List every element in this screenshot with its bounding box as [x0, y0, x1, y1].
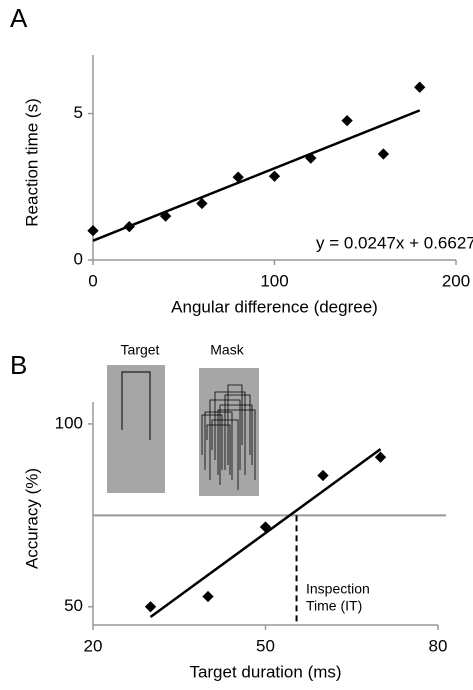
point: [414, 81, 426, 93]
y-tick-label: 0: [74, 249, 83, 268]
panel-label: A: [10, 3, 28, 33]
inset-mask: [199, 368, 259, 496]
point: [317, 469, 329, 482]
x-tick-label: 20: [84, 636, 103, 655]
point: [196, 197, 208, 210]
fit-line: [149, 448, 382, 618]
point: [144, 601, 157, 613]
annotation: Time (IT): [306, 598, 362, 614]
x-axis-title: Angular difference (degree): [171, 297, 378, 316]
point: [374, 451, 387, 463]
point: [123, 220, 135, 233]
inset-label: Mask: [210, 342, 244, 358]
inset-label: Target: [121, 342, 160, 358]
point: [259, 521, 272, 533]
point: [159, 210, 172, 222]
annotation: Inspection: [306, 581, 370, 597]
inset-target: [107, 365, 165, 493]
point: [377, 148, 390, 160]
fit-line: [92, 109, 421, 242]
y-axis-title: Reaction time (s): [22, 98, 41, 226]
y-tick-label: 5: [74, 103, 83, 122]
point: [268, 170, 281, 182]
x-tick-label: 80: [429, 636, 448, 655]
y-tick-label: 100: [55, 413, 83, 432]
x-tick-label: 50: [256, 636, 275, 655]
panel-label: B: [10, 350, 27, 380]
point: [232, 171, 244, 183]
point: [202, 590, 214, 603]
annotation: y = 0.0247x + 0.6627: [316, 233, 473, 252]
x-tick-label: 100: [260, 271, 288, 290]
x-tick-label: 200: [442, 271, 470, 290]
x-tick-label: 0: [88, 271, 97, 290]
point: [341, 114, 353, 127]
y-axis-title: Accuracy (%): [22, 468, 41, 569]
point: [87, 225, 99, 237]
y-tick-label: 50: [64, 596, 83, 615]
point: [305, 152, 317, 164]
x-axis-title: Target duration (ms): [189, 662, 341, 681]
